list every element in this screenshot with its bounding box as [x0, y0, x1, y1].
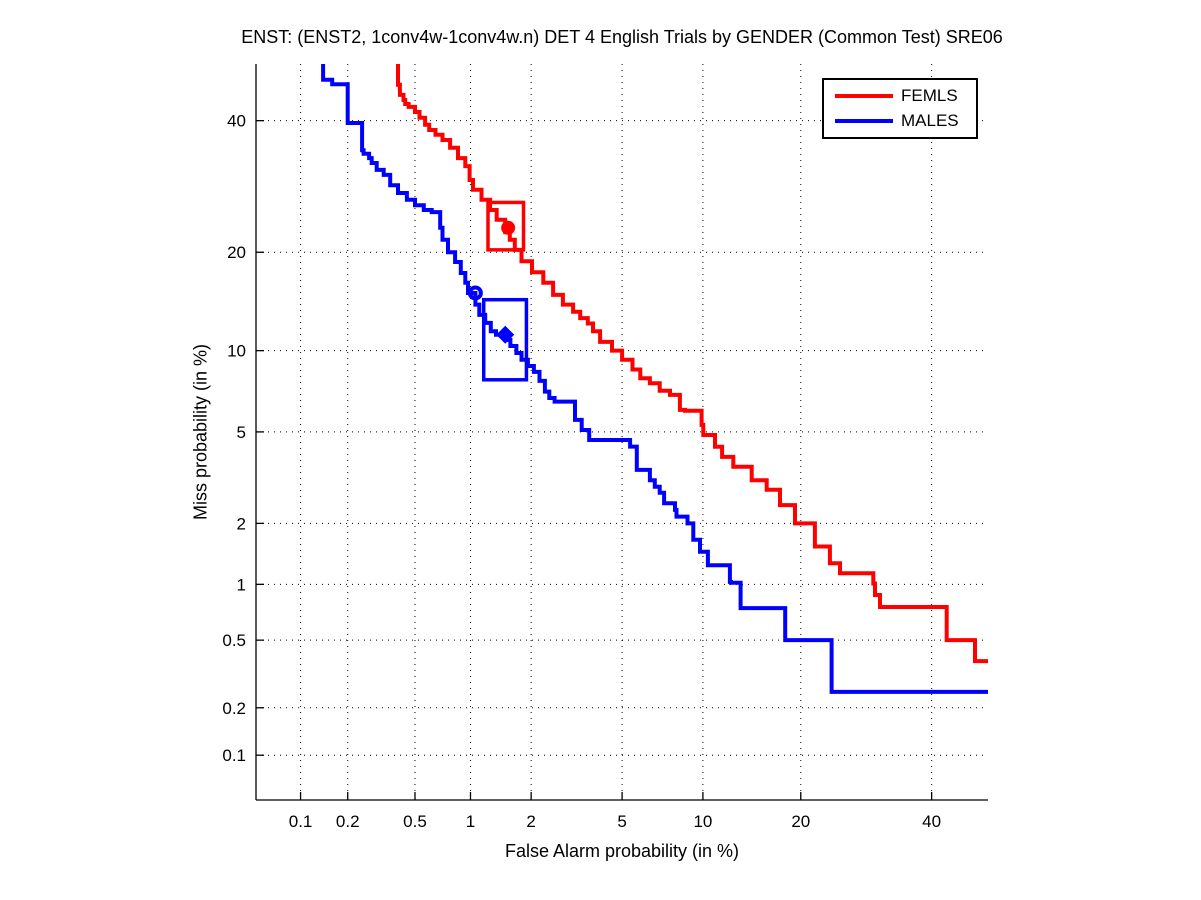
legend-label-femls: FEMLS — [901, 85, 958, 105]
x-tick-label-20: 20 — [791, 812, 810, 831]
x-tick-label-0.2: 0.2 — [336, 812, 360, 831]
y-tick-label-0.1: 0.1 — [222, 746, 246, 765]
legend: FEMLS MALES — [822, 78, 978, 139]
x-tick-label-2: 2 — [526, 812, 535, 831]
y-tick-label-20: 20 — [227, 243, 246, 262]
marker-femls-rect-open — [486, 200, 526, 252]
marker-males-diamond-filled — [496, 325, 515, 344]
det-curve-femls — [396, 64, 988, 664]
y-tick-label-40: 40 — [227, 112, 246, 131]
legend-row-males: MALES — [824, 111, 976, 131]
y-tick-label-2: 2 — [237, 514, 246, 533]
marker-males-rect-open — [481, 297, 529, 382]
y-tick-label-10: 10 — [227, 342, 246, 361]
y-tick-label-1: 1 — [237, 575, 246, 594]
det-curve-males — [321, 64, 988, 694]
x-tick-label-0.5: 0.5 — [403, 812, 427, 831]
legend-label-males: MALES — [901, 111, 959, 131]
femls-line-swatch — [835, 93, 893, 98]
x-tick-label-10: 10 — [693, 812, 712, 831]
marker-males-circle-open — [467, 285, 483, 301]
plot-title: ENST: (ENST2, 1conv4w-1conv4w.n) DET 4 E… — [241, 27, 1003, 47]
y-tick-label-5: 5 — [237, 423, 246, 442]
x-tick-label-5: 5 — [617, 812, 626, 831]
y-axis-label: Miss probability (in %) — [190, 343, 211, 521]
x-tick-label-0.1: 0.1 — [289, 812, 313, 831]
y-tick-label-0.5: 0.5 — [222, 631, 246, 650]
x-tick-label-40: 40 — [922, 812, 941, 831]
x-axis-label: False Alarm probability (in %) — [504, 841, 740, 861]
males-line-swatch — [835, 119, 893, 124]
marker-femls-circle-filled — [501, 220, 516, 235]
x-tick-label-1: 1 — [466, 812, 475, 831]
legend-row-femls: FEMLS — [824, 86, 976, 106]
y-tick-label-0.2: 0.2 — [222, 699, 246, 718]
